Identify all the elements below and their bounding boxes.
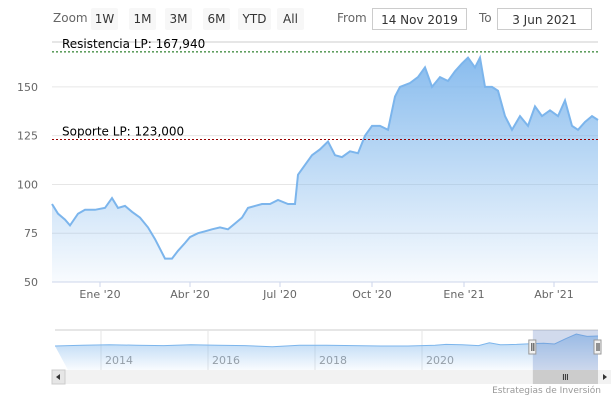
x-tick-label: Abr '21 bbox=[534, 288, 574, 301]
zoom-label: Zoom bbox=[53, 11, 88, 25]
x-tick-label: Abr '20 bbox=[170, 288, 210, 301]
navigator-line bbox=[54, 333, 599, 348]
zoom-ytd-button[interactable]: YTD bbox=[238, 8, 271, 30]
y-tick-label: 50 bbox=[24, 276, 38, 289]
price-line bbox=[51, 54, 599, 260]
arrow-right-icon bbox=[603, 374, 607, 380]
credit-text[interactable]: Estrategias de Inversión bbox=[492, 386, 601, 396]
y-tick-label: 100 bbox=[17, 178, 38, 191]
zoom-all-button[interactable]: All bbox=[277, 8, 304, 30]
y-tick-label: 75 bbox=[24, 227, 38, 240]
x-tick-label: Oct '20 bbox=[352, 288, 392, 301]
from-label: From bbox=[337, 11, 367, 25]
to-date-input[interactable]: 3 Jun 2021 bbox=[497, 8, 592, 30]
resistance-label: Resistencia LP: 167,940 bbox=[62, 37, 205, 51]
navigator-right-handle[interactable] bbox=[593, 339, 602, 355]
zoom-6m-button[interactable]: 6M bbox=[203, 8, 230, 30]
support-label: Soporte LP: 123,000 bbox=[62, 125, 184, 139]
to-label: To bbox=[479, 11, 492, 25]
price-area bbox=[52, 57, 598, 282]
scrollbar-track[interactable] bbox=[52, 370, 598, 384]
navigator-selection bbox=[532, 330, 598, 370]
x-tick-label: Ene '21 bbox=[443, 288, 484, 301]
x-tick-label: Ene '20 bbox=[79, 288, 120, 301]
from-date-input[interactable]: 14 Nov 2019 bbox=[372, 8, 467, 30]
navigator-left-handle[interactable] bbox=[528, 339, 537, 355]
navigator-area bbox=[55, 334, 598, 370]
y-tick-label: 150 bbox=[17, 81, 38, 94]
x-tick-label: Jul '20 bbox=[262, 288, 297, 301]
zoom-1m-button[interactable]: 1M bbox=[129, 8, 156, 30]
zoom-1w-button[interactable]: 1W bbox=[91, 8, 118, 30]
arrow-left-icon bbox=[56, 374, 60, 380]
zoom-3m-button[interactable]: 3M bbox=[165, 8, 192, 30]
y-tick-label: 125 bbox=[17, 130, 38, 143]
